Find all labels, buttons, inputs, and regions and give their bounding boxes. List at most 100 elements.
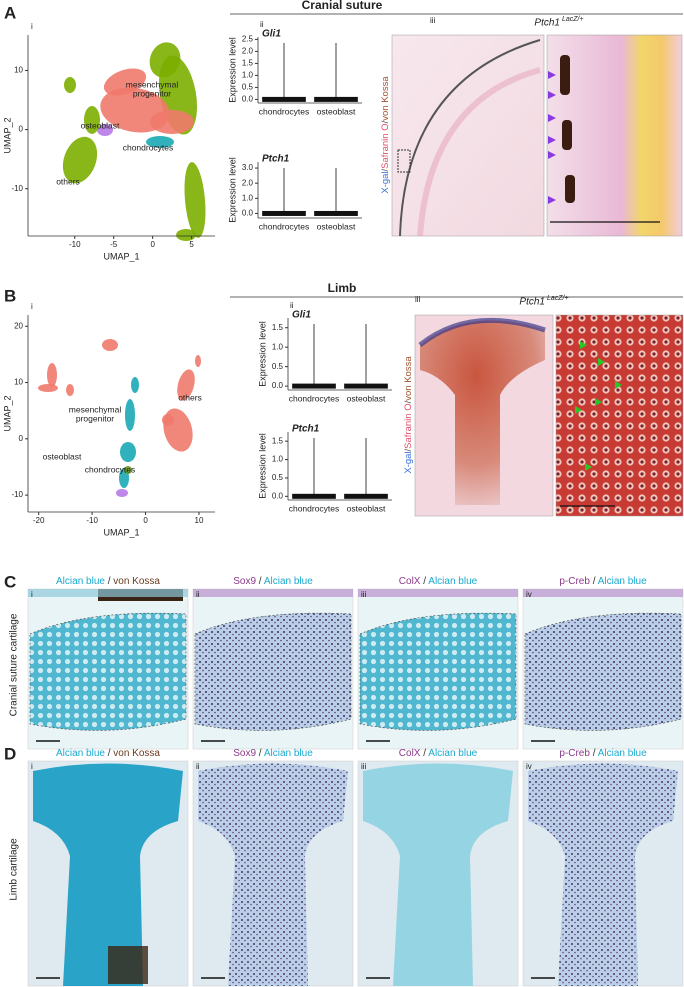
stain-part: Alcian blue — [56, 576, 105, 587]
arrowhead — [548, 151, 556, 159]
stain-label: ColX / Alcian blue — [399, 576, 478, 587]
category-label: chondrocytes — [289, 503, 340, 513]
stain-label: Sox9 / Alcian blue — [233, 748, 313, 759]
cartilage — [359, 612, 517, 731]
stain-part: Safranin O — [403, 403, 414, 448]
von-kossa — [108, 946, 148, 984]
stain-part: / — [403, 400, 414, 403]
y-tick-label: 1.5 — [242, 59, 254, 68]
cluster-cells — [163, 408, 193, 452]
periosteum — [193, 589, 353, 597]
cluster-cells — [66, 384, 74, 396]
stain-label: p-Creb / Alcian blue — [559, 748, 647, 759]
x-axis-label: UMAP_1 — [103, 251, 139, 261]
stain-label: Sox9 / Alcian blue — [233, 576, 313, 587]
y-tick-label: 0 — [19, 434, 24, 443]
stain-label: X-gal/Safranin O/von Kossa — [380, 76, 391, 194]
category-label: chondrocytes — [289, 393, 340, 403]
brain-arc — [417, 67, 541, 237]
stain-part: / — [105, 576, 113, 587]
periosteum — [523, 589, 683, 597]
arrowhead — [548, 114, 556, 122]
stain-part: Sox9 — [233, 748, 256, 759]
subpanel-label: ii — [290, 301, 294, 310]
row-label: Limb cartilage — [9, 838, 20, 901]
subpanel-label: iv — [526, 762, 532, 771]
stain-part: Alcian blue — [598, 576, 647, 587]
category-label: osteoblast — [317, 106, 356, 116]
cluster-label: progenitor — [133, 88, 171, 98]
stain-part: / — [256, 576, 264, 587]
arrowhead — [548, 91, 556, 99]
category-label: chondrocytes — [259, 221, 310, 231]
category-label: osteoblast — [347, 503, 386, 513]
subpanel-label: iv — [526, 590, 532, 599]
stain-part: Alcian blue — [428, 748, 477, 759]
y-tick-label: 0.5 — [272, 473, 284, 482]
panel-letter: B — [4, 286, 16, 305]
y-axis-label: UMAP_2 — [2, 117, 12, 153]
cluster-label: mesenchymal — [69, 404, 122, 414]
cartilage — [194, 612, 352, 731]
y-tick-label: 1.0 — [272, 455, 284, 464]
stain-part: / — [256, 748, 264, 759]
subpanel-label: i — [31, 302, 33, 311]
perichondrium — [418, 317, 546, 347]
stain-part: Alcian blue — [598, 748, 647, 759]
x-tick-label: 0 — [143, 516, 148, 525]
y-tick-label: 3.0 — [242, 163, 254, 172]
cluster-label: others — [178, 392, 202, 402]
cluster-cells — [102, 339, 118, 351]
von-kossa — [560, 55, 570, 95]
y-tick-label: 1.0 — [242, 193, 254, 202]
cluster-cells — [38, 384, 58, 392]
subpanel-label: i — [31, 762, 33, 771]
limb-cartilage — [420, 320, 545, 505]
y-tick-label: 2.5 — [242, 35, 254, 44]
subpanel-label: i — [31, 22, 33, 31]
stain-part: / — [380, 120, 391, 123]
stain-part: ColX — [399, 748, 421, 759]
section-title: Cranial suture — [302, 0, 383, 12]
stain-label: Alcian blue / von Kossa — [56, 748, 160, 759]
cluster-cells — [62, 136, 98, 184]
y-tick-label: 0.0 — [242, 209, 254, 218]
y-tick-label: 0.0 — [272, 491, 284, 500]
x-tick-label: -20 — [33, 516, 45, 525]
y-tick-label: 10 — [14, 66, 23, 75]
cluster-label: progenitor — [76, 413, 114, 423]
cluster-label: mesenchymal — [126, 79, 179, 89]
y-tick-label: 1.5 — [272, 323, 284, 332]
y-axis-label: Expression level — [227, 37, 237, 103]
stain-part: von Kossa — [403, 356, 414, 401]
periosteum — [358, 589, 518, 597]
y-tick-label: 10 — [14, 378, 23, 387]
cluster-cells — [103, 68, 147, 96]
panel-letter: A — [4, 3, 16, 22]
cluster-cells — [195, 355, 201, 367]
subpanel-label: iii — [361, 762, 367, 771]
panel-letter: D — [4, 744, 16, 763]
cluster-cells — [116, 489, 128, 497]
gene-name: Gli1 — [292, 310, 311, 321]
subpanel-label: i — [31, 590, 33, 599]
gene-name: Ptch1 — [292, 424, 320, 435]
gene-name: Ptch1 — [262, 154, 290, 165]
x-tick-label: -10 — [86, 516, 98, 525]
cluster-cells — [184, 162, 206, 238]
cartilage — [29, 612, 187, 731]
y-tick-label: 0 — [19, 125, 24, 134]
stain-label: ColX / Alcian blue — [399, 748, 478, 759]
von-kossa — [562, 120, 572, 150]
cartilage — [33, 763, 183, 986]
cluster-cells — [120, 442, 136, 462]
stain-part: Alcian blue — [56, 748, 105, 759]
micrograph — [391, 34, 545, 237]
subpanel-label: iii — [361, 590, 367, 599]
stain-label: p-Creb / Alcian blue — [559, 576, 647, 587]
x-tick-label: -10 — [69, 240, 81, 249]
category-label: osteoblast — [347, 393, 386, 403]
arrowhead — [585, 463, 592, 471]
y-tick-label: -10 — [11, 490, 23, 499]
